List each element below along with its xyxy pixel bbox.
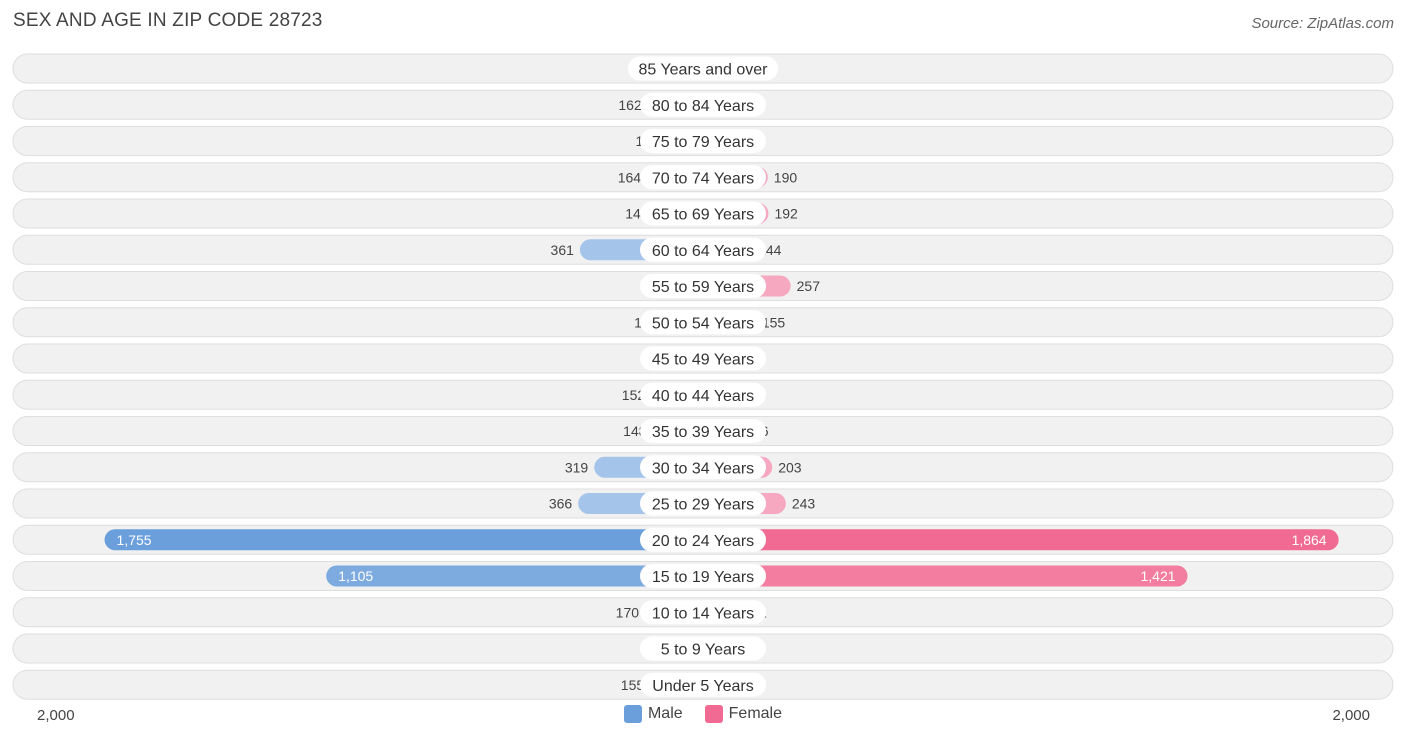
category-pill: [640, 419, 766, 443]
source-note: Source: ZipAtlas.com: [1251, 15, 1394, 32]
value-label-female: 192: [774, 206, 798, 222]
category-pill: [640, 455, 766, 480]
value-label-male: 1,105: [338, 568, 373, 584]
category-pill: [640, 129, 766, 153]
category-pill: [640, 382, 766, 407]
legend-item-female[interactable]: Female: [704, 705, 783, 723]
category-label: 10 to 14 Years: [652, 605, 754, 622]
category-label: 85 Years and over: [639, 62, 769, 79]
bar-male: [104, 529, 704, 551]
value-label-male: 170: [616, 604, 640, 620]
category-pill: [640, 274, 766, 298]
category-pill: [640, 636, 766, 661]
legend-swatch-male: [623, 705, 642, 723]
legend-label-male: Male: [647, 705, 683, 722]
category-label: 40 to 44 Years: [652, 388, 754, 405]
category-label: 65 to 69 Years: [652, 207, 754, 224]
category-pill: [640, 491, 766, 516]
category-label: 75 to 79 Years: [652, 134, 754, 151]
value-label-female: 243: [792, 496, 816, 512]
value-label-female: 155: [762, 314, 786, 330]
category-label: 55 to 59 Years: [652, 279, 754, 296]
axis-label-left: 2,000: [37, 707, 75, 724]
value-label-male: 164: [618, 169, 642, 185]
category-label: 30 to 34 Years: [652, 460, 754, 477]
value-label-male: 155: [621, 677, 645, 693]
value-label-female: 203: [778, 459, 802, 475]
category-pill: [640, 92, 766, 117]
category-pill: [640, 672, 766, 697]
category-pill: [640, 527, 766, 552]
value-label-male: 162: [618, 97, 642, 113]
category-label: 45 to 49 Years: [652, 352, 754, 369]
category-label: 80 to 84 Years: [652, 98, 754, 115]
value-label-male: 361: [551, 242, 575, 258]
legend-label-female: Female: [728, 705, 783, 722]
value-label-male: 366: [549, 496, 573, 512]
category-pill: [640, 310, 766, 335]
category-pill: [640, 600, 766, 625]
legend: Male Female: [0, 705, 1406, 723]
category-label: 70 to 74 Years: [652, 170, 754, 187]
category-label: 25 to 29 Years: [652, 497, 754, 514]
category-label: 5 to 9 Years: [661, 642, 746, 659]
category-pill: [640, 564, 766, 588]
value-label-male: 319: [565, 459, 589, 475]
value-label-female: 1,864: [1292, 532, 1327, 548]
category-pill: [640, 237, 766, 262]
category-pill: [640, 165, 766, 190]
category-label: 20 to 24 Years: [652, 533, 754, 550]
value-label-male: 1,755: [117, 532, 152, 548]
bar-female: [703, 529, 1339, 551]
category-label: Under 5 Years: [652, 678, 753, 695]
bar-female: [703, 565, 1188, 587]
legend-item-male[interactable]: Male: [623, 705, 683, 723]
chart-title: SEX AND AGE IN ZIP CODE 28723: [13, 10, 323, 31]
bar-male: [326, 565, 703, 587]
legend-swatch-female: [704, 705, 723, 723]
axis-label-right: 2,000: [1332, 707, 1370, 724]
category-label: 35 to 39 Years: [652, 424, 754, 441]
category-label: 60 to 64 Years: [652, 243, 754, 260]
category-pill: [628, 56, 778, 81]
value-label-female: 1,421: [1141, 568, 1176, 584]
value-label-female: 257: [797, 278, 821, 294]
category-label: 15 to 19 Years: [652, 569, 754, 586]
value-label-female: 190: [774, 169, 798, 185]
category-pill: [640, 201, 766, 226]
category-label: 50 to 54 Years: [652, 315, 754, 332]
value-label-male: 152: [622, 387, 646, 403]
category-pill: [640, 346, 766, 371]
